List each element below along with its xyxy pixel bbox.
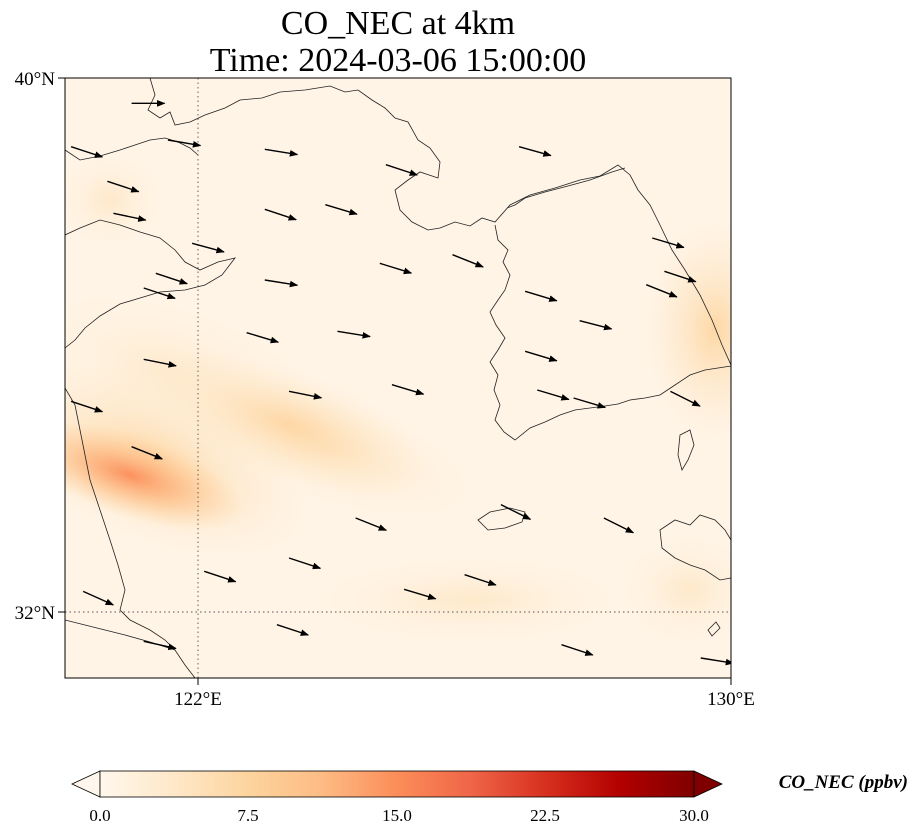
colorbar-bar [99, 770, 695, 798]
wind-arrow-32 [645, 284, 678, 298]
colorbar-tick-3: 22.5 [530, 806, 560, 825]
wind-arrow-25 [452, 254, 484, 268]
wind-arrow-21 [379, 262, 413, 275]
colorbar-tick-2: 15.0 [382, 806, 412, 825]
wind-arrow-0 [70, 146, 104, 158]
wind-arrow-7 [155, 272, 188, 285]
wind-arrow-26 [518, 145, 552, 157]
island-small [707, 621, 721, 637]
wind-arrow-2 [113, 212, 147, 222]
coastline-shandong [65, 219, 236, 349]
lat-tick-label-40: 40°N [15, 69, 56, 90]
colorbar-tick-1: 7.5 [237, 806, 258, 825]
wind-arrow-4 [167, 139, 202, 148]
wind-arrow-37 [603, 517, 635, 534]
wind-arrow-22 [337, 330, 371, 339]
wind-arrow-10 [70, 400, 104, 413]
wind-arrow-14 [143, 640, 177, 651]
coastline-north-korea-inner [506, 167, 626, 209]
wind-arrow-41 [700, 657, 731, 666]
wind-arrow-6 [191, 242, 225, 254]
wind-arrow-33 [664, 270, 697, 283]
colorbar-tick-4: 30.0 [679, 806, 709, 825]
map-panel [65, 78, 731, 678]
island-tsushima [677, 429, 695, 472]
wind-arrow-9 [143, 358, 177, 368]
wind-arrow-16 [264, 208, 297, 221]
coastline-bohai-west [65, 137, 199, 161]
lon-tick-label-122: 122°E [174, 689, 222, 710]
coastline-kyushu [659, 514, 731, 581]
colorbar-extend-high [693, 770, 723, 798]
title-line-2: Time: 2024-03-06 15:00:00 [210, 42, 587, 79]
map-frame [64, 77, 732, 679]
colorbar: 0.0 7.5 15.0 22.5 30.0 CO_NEC (ppbv) [71, 770, 908, 825]
wind-arrow-24 [391, 383, 425, 396]
wind-arrow-30 [579, 319, 613, 331]
wind-arrow-29 [537, 389, 570, 401]
wind-vectors [70, 99, 731, 666]
wind-arrow-12 [204, 570, 237, 583]
wind-arrow-28 [524, 350, 558, 362]
wind-arrow-11 [131, 446, 164, 460]
wind-arrow-43 [355, 517, 388, 531]
colorbar-tick-0: 0.0 [89, 806, 110, 825]
lat-tick-label-32: 32°N [15, 603, 56, 624]
wind-arrow-34 [652, 237, 685, 249]
wind-arrow-35 [670, 390, 701, 407]
wind-arrow-42 [276, 624, 310, 636]
coastline-liaodong [147, 78, 731, 366]
wind-arrow-18 [264, 279, 299, 288]
wind-arrow-8 [143, 287, 176, 300]
wind-arrow-19 [325, 203, 358, 216]
wind-arrow-13 [82, 590, 115, 606]
wind-arrow-31 [573, 397, 606, 409]
wind-arrow-20 [385, 164, 419, 176]
wind-arrow-1 [107, 180, 140, 193]
title-line-1: CO_NEC at 4km [281, 5, 515, 42]
colorbar-extend-low [71, 770, 101, 798]
wind-arrow-38 [464, 574, 497, 586]
concentration-field [65, 140, 731, 660]
colorbar-label: CO_NEC (ppbv) [779, 772, 908, 793]
wind-arrow-27 [524, 290, 558, 302]
wind-arrow-39 [403, 588, 437, 600]
wind-arrow-15 [264, 148, 299, 157]
wind-arrow-36 [500, 504, 532, 521]
wind-arrow-44 [288, 557, 322, 570]
lon-tick-label-130: 130°E [707, 689, 755, 710]
coastline-korea-west [489, 224, 731, 441]
wind-arrow-40 [561, 644, 594, 656]
wind-arrow-23 [288, 390, 323, 400]
wind-arrow-17 [246, 331, 280, 344]
